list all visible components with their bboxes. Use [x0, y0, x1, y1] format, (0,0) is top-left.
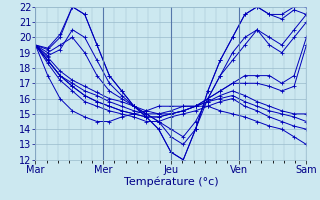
X-axis label: Température (°c): Température (°c): [124, 177, 218, 187]
